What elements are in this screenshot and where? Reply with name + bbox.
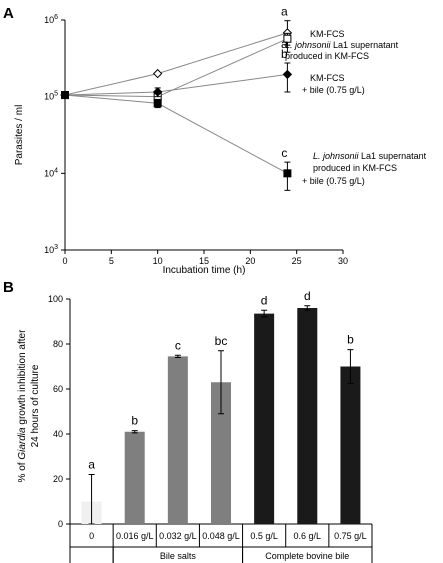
- label-la1-species: L. johnsonii: [285, 40, 332, 50]
- bar-1: [124, 431, 145, 524]
- bar-6: [340, 366, 361, 524]
- panel-b-y-tick-label: 0: [58, 519, 63, 529]
- panel-a-x-tick-label: 10: [153, 256, 163, 266]
- panel-a-x-tick-label: 0: [62, 256, 67, 266]
- data-point-filled-diamond: [152, 87, 163, 97]
- panel-b-y-tick-label: 100: [48, 294, 63, 304]
- label-la1-rest: La1 supernatant: [331, 40, 399, 50]
- panel-b-y-axis-title-line2: 24 hours of culture: [30, 364, 41, 447]
- panel-b-y-tick-label: 40: [53, 429, 63, 439]
- label-km-fcs-bile-1: KM-FCS: [310, 73, 345, 83]
- panel-a-x-tick-label: 30: [338, 256, 348, 266]
- significance-letter: bc: [215, 334, 228, 348]
- significance-letter: b: [131, 414, 138, 428]
- panel-b-axes: 0 20 40 60 80 100: [48, 294, 372, 529]
- panel-a-x-tick-label: 20: [245, 256, 255, 266]
- panel-b-y-tick-label: 80: [53, 339, 63, 349]
- series-line-open-diamond: [64, 32, 288, 96]
- panel-a-y-tick-base: 10: [44, 168, 54, 178]
- panel-a-x-tick-label: 15: [199, 256, 209, 266]
- bar-3: [211, 382, 231, 524]
- bar-2: [167, 356, 188, 524]
- panel-b-y-title-prefix: % of: [17, 460, 28, 483]
- data-point-filled-diamond: [282, 69, 293, 80]
- label-la1-supernatant: L. johnsonii La1 supernatant: [285, 40, 399, 50]
- data-point-open-diamond: [152, 68, 163, 79]
- panel-a-y-tick-label: 106: [44, 14, 58, 25]
- series-filled-square: c: [61, 91, 292, 191]
- group-label: Complete bovine bile: [265, 551, 349, 561]
- significance-letter: b: [347, 333, 354, 347]
- bar-5: [297, 308, 318, 524]
- panel-a-letter: A: [3, 5, 14, 22]
- significance-letter: d: [261, 293, 268, 307]
- panel-a-y-tick-label: 105: [44, 91, 58, 102]
- panel-a-y-tick-base: 10: [44, 92, 54, 102]
- label-la1-bile-bile: + bile (0.75 g/L): [302, 176, 365, 186]
- panel-b-y-title-italic: Giardia: [17, 427, 28, 460]
- panel-a-x-axis-title: Incubation time (h): [163, 265, 246, 276]
- significance-letter: d: [304, 289, 311, 303]
- data-point-open-square: [283, 34, 292, 43]
- panel-a-y-tick-exponent: 3: [54, 244, 58, 251]
- panel-b: B % of Giardia growth inhibition after 2…: [3, 279, 373, 563]
- panel-a: A Parasites / ml Incubation time (h) 103…: [3, 5, 427, 276]
- significance-letter: a: [88, 458, 95, 472]
- bar-4: [254, 313, 275, 524]
- category-label: 0.048 g/L: [202, 531, 240, 541]
- category-label: 0.75 g/L: [334, 531, 367, 541]
- significance-letter: b: [281, 47, 288, 61]
- panel-a-x-tick-label: 5: [109, 256, 114, 266]
- series-line-filled-square: [64, 94, 288, 174]
- category-label: 0.016 g/L: [116, 531, 154, 541]
- panel-a-x-tick-label: 25: [292, 256, 302, 266]
- category-label: 0.5 g/L: [250, 531, 278, 541]
- panel-b-y-tick-label: 60: [53, 384, 63, 394]
- panel-b-y-tick-label: 20: [53, 474, 63, 484]
- panel-a-y-tick-base: 10: [44, 15, 54, 25]
- panel-a-y-tick-exponent: 5: [54, 91, 58, 98]
- label-la1-bile-produced: produced in KM-FCS: [313, 163, 397, 173]
- significance-letter: c: [175, 338, 181, 352]
- panel-b-y-axis-title: % of Giardia growth inhibition after: [17, 329, 28, 483]
- panel-a-y-tick-label: 103: [44, 244, 58, 255]
- data-point-filled-square: [61, 91, 69, 100]
- panel-a-y-tick-exponent: 4: [54, 167, 58, 174]
- panel-a-y-tick-exponent: 6: [54, 14, 58, 21]
- label-la1-bile-supernatant: L. johnsonii La1 supernatant: [313, 151, 427, 161]
- panel-b-letter: B: [3, 279, 14, 296]
- category-label: 0.6 g/L: [294, 531, 322, 541]
- series-filled-diamond: b: [60, 47, 293, 100]
- category-label: 0.032 g/L: [159, 531, 197, 541]
- panel-a-y-axis-title: Parasites / ml: [14, 105, 25, 166]
- category-label: 0: [89, 531, 94, 541]
- panel-a-y-tick-label: 104: [44, 167, 58, 178]
- significance-letter: a: [281, 5, 288, 19]
- panel-b-category-table: 0 0.016 g/L 0.032 g/L 0.048 g/L 0.5 g/L 0.6 g…: [69, 524, 373, 563]
- panel-b-y-title-suffix: growth inhibition after: [17, 329, 28, 428]
- data-point-filled-square: [153, 99, 162, 108]
- label-la1-bile-species: L. johnsonii: [313, 151, 360, 161]
- label-km-fcs: KM-FCS: [310, 29, 345, 39]
- significance-letter: c: [281, 146, 287, 160]
- series-open-square: [61, 32, 292, 101]
- label-km-fcs-bile-2: + bile (0.75 g/L): [302, 85, 365, 95]
- label-la1-produced: produced in KM-FCS: [285, 51, 369, 61]
- panel-a-y-tick-base: 10: [44, 245, 54, 255]
- group-label: Bile salts: [160, 551, 197, 561]
- label-la1-bile-rest: La1 supernatant: [359, 151, 427, 161]
- data-point-filled-square: [283, 169, 292, 178]
- significance-letter: a: [281, 37, 288, 51]
- series-line-filled-diamond: [64, 73, 288, 96]
- panel-b-bars: abc bcd db: [81, 289, 361, 525]
